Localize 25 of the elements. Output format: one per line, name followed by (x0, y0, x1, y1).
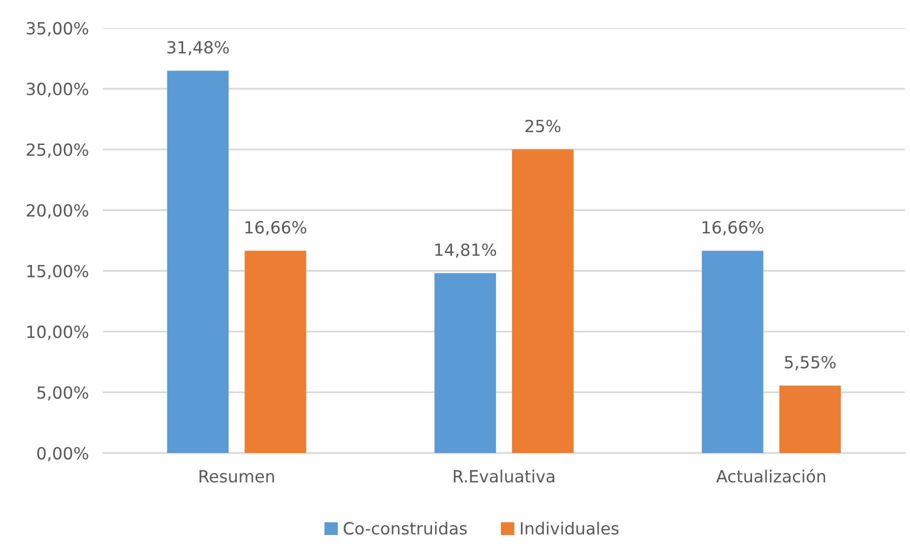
bar (434, 273, 496, 453)
y-tick-label: 15,00% (27, 264, 88, 280)
y-tick-label: 10,00% (27, 326, 88, 340)
x-tick-label: Resumen (200, 470, 274, 483)
data-label: 14,81% (435, 243, 496, 258)
data-label: 31,48% (167, 41, 229, 56)
y-tick-label: 5,00% (37, 386, 88, 401)
bar (779, 386, 841, 453)
y-tick-label: 30,00% (26, 82, 88, 97)
x-tick-label: R.Evaluativa (454, 470, 554, 483)
data-label: 5,55% (784, 356, 836, 370)
bar (702, 250, 764, 453)
data-label: 25% (525, 120, 560, 132)
y-tick-label: 35,00% (26, 22, 88, 36)
bar (167, 70, 229, 453)
y-tick-label: 20,00% (26, 204, 88, 218)
bar (244, 250, 306, 453)
y-tick-label: 0,00% (37, 446, 88, 462)
data-label: 16,66% (245, 220, 306, 236)
legend-label: Individuales (520, 522, 619, 535)
bar (512, 149, 574, 453)
x-tick-label: Actualización (716, 469, 826, 483)
data-label: 16,66% (702, 220, 764, 236)
legend-label: Co-construidas (344, 522, 467, 535)
y-tick-label: 25,00% (26, 143, 88, 158)
